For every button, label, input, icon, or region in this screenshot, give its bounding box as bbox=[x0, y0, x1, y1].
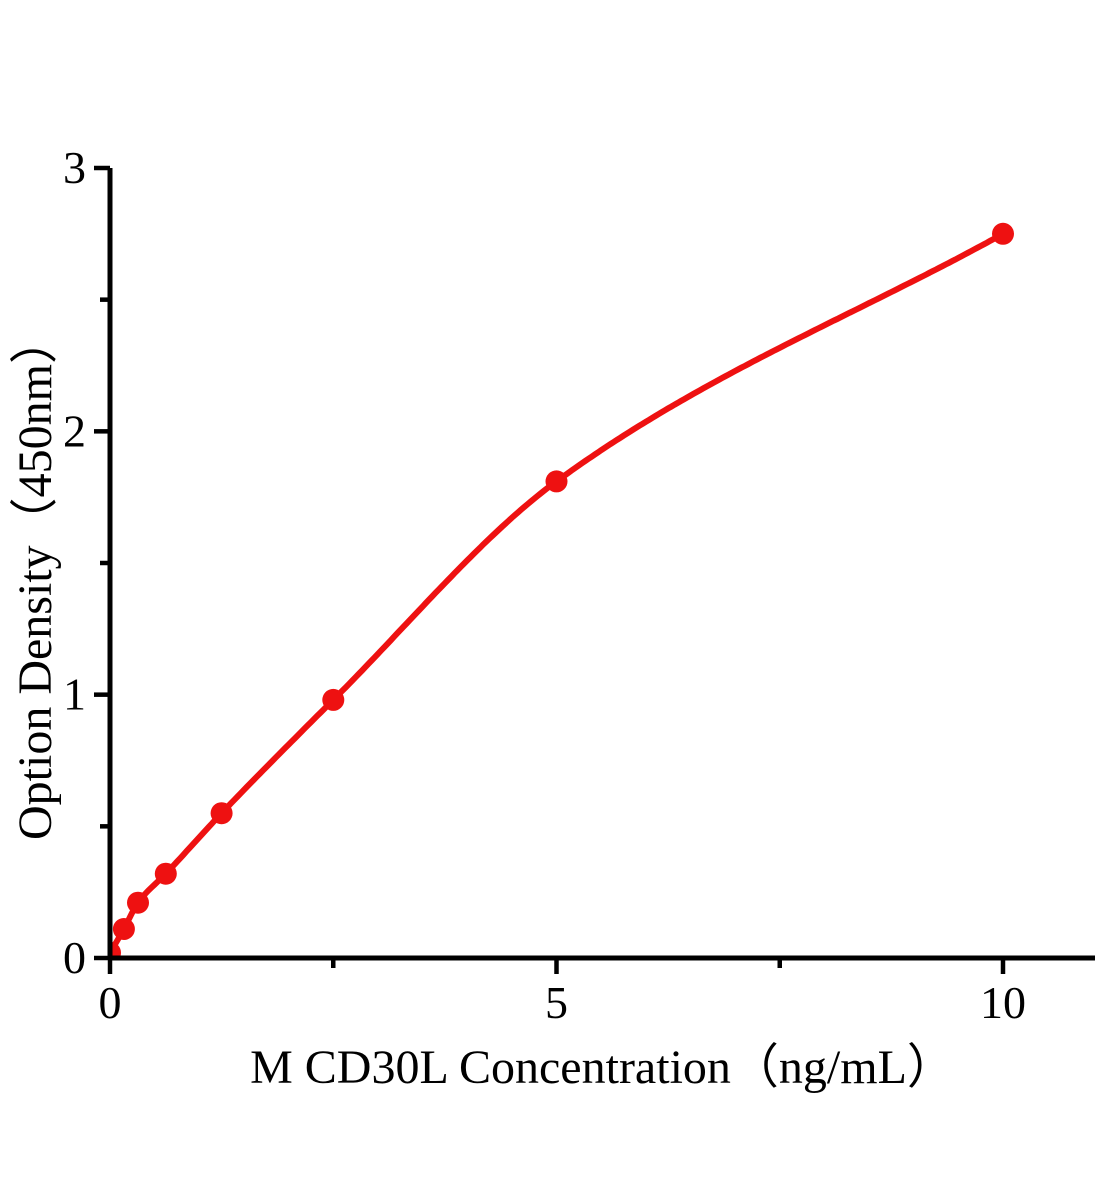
y-tick-label: 3 bbox=[63, 142, 86, 193]
fit-curve bbox=[110, 230, 1006, 956]
axes-group: 0 5 10 0 1 2 3 bbox=[63, 142, 1095, 1028]
x-axis-title: M CD30L Concentration（ng/mL） bbox=[250, 1041, 955, 1094]
data-point bbox=[110, 941, 121, 958]
x-tick-label: 5 bbox=[545, 977, 568, 1028]
y-tick-label: 0 bbox=[63, 932, 86, 983]
data-point bbox=[112, 918, 135, 940]
y-axis-title: Option Density（450nm） bbox=[9, 316, 62, 840]
data-point bbox=[154, 862, 177, 885]
data-point bbox=[127, 891, 149, 914]
x-tick-label: 10 bbox=[980, 977, 1026, 1028]
x-tick-label: 0 bbox=[99, 977, 122, 1028]
data-point bbox=[545, 470, 568, 493]
series-group bbox=[110, 222, 1014, 958]
y-tick-label: 1 bbox=[63, 669, 86, 720]
y-tick-label: 2 bbox=[63, 405, 86, 456]
data-point bbox=[992, 222, 1014, 245]
data-point bbox=[322, 688, 345, 711]
data-point bbox=[210, 802, 233, 825]
